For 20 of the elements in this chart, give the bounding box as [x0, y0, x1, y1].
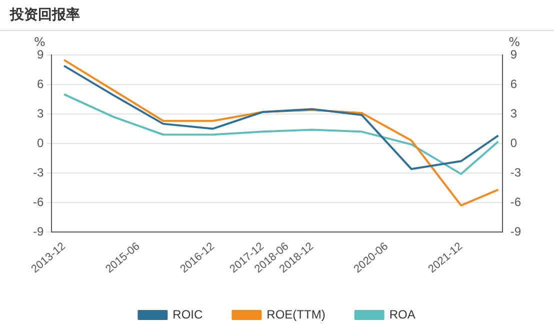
y-tick-label: 3 — [36, 106, 44, 120]
y-tick-label: -6 — [33, 194, 44, 209]
chart-title: 投资回报率 — [0, 0, 554, 31]
y-tick-label: 9 — [36, 47, 44, 62]
y2-tick-label: 3 — [510, 106, 518, 120]
y2-tick-label: 0 — [510, 136, 518, 150]
legend-label: ROE(TTM) — [266, 307, 326, 322]
y-axis-title: % — [34, 35, 46, 50]
y2-tick-label: -9 — [510, 224, 522, 238]
y-tick-label: -9 — [33, 224, 44, 238]
y2-axis-title: % — [508, 35, 520, 50]
y-tick-label: 0 — [36, 136, 44, 150]
y2-tick-label: 6 — [510, 76, 518, 91]
y2-tick-label: 9 — [510, 47, 518, 62]
legend-label: ROA — [389, 307, 416, 322]
y-tick-label: 6 — [36, 76, 44, 91]
y-tick-label: -3 — [33, 165, 44, 180]
legend-label: ROIC — [172, 307, 204, 322]
y2-tick-label: -6 — [510, 194, 522, 209]
y2-tick-label: -3 — [510, 165, 522, 180]
